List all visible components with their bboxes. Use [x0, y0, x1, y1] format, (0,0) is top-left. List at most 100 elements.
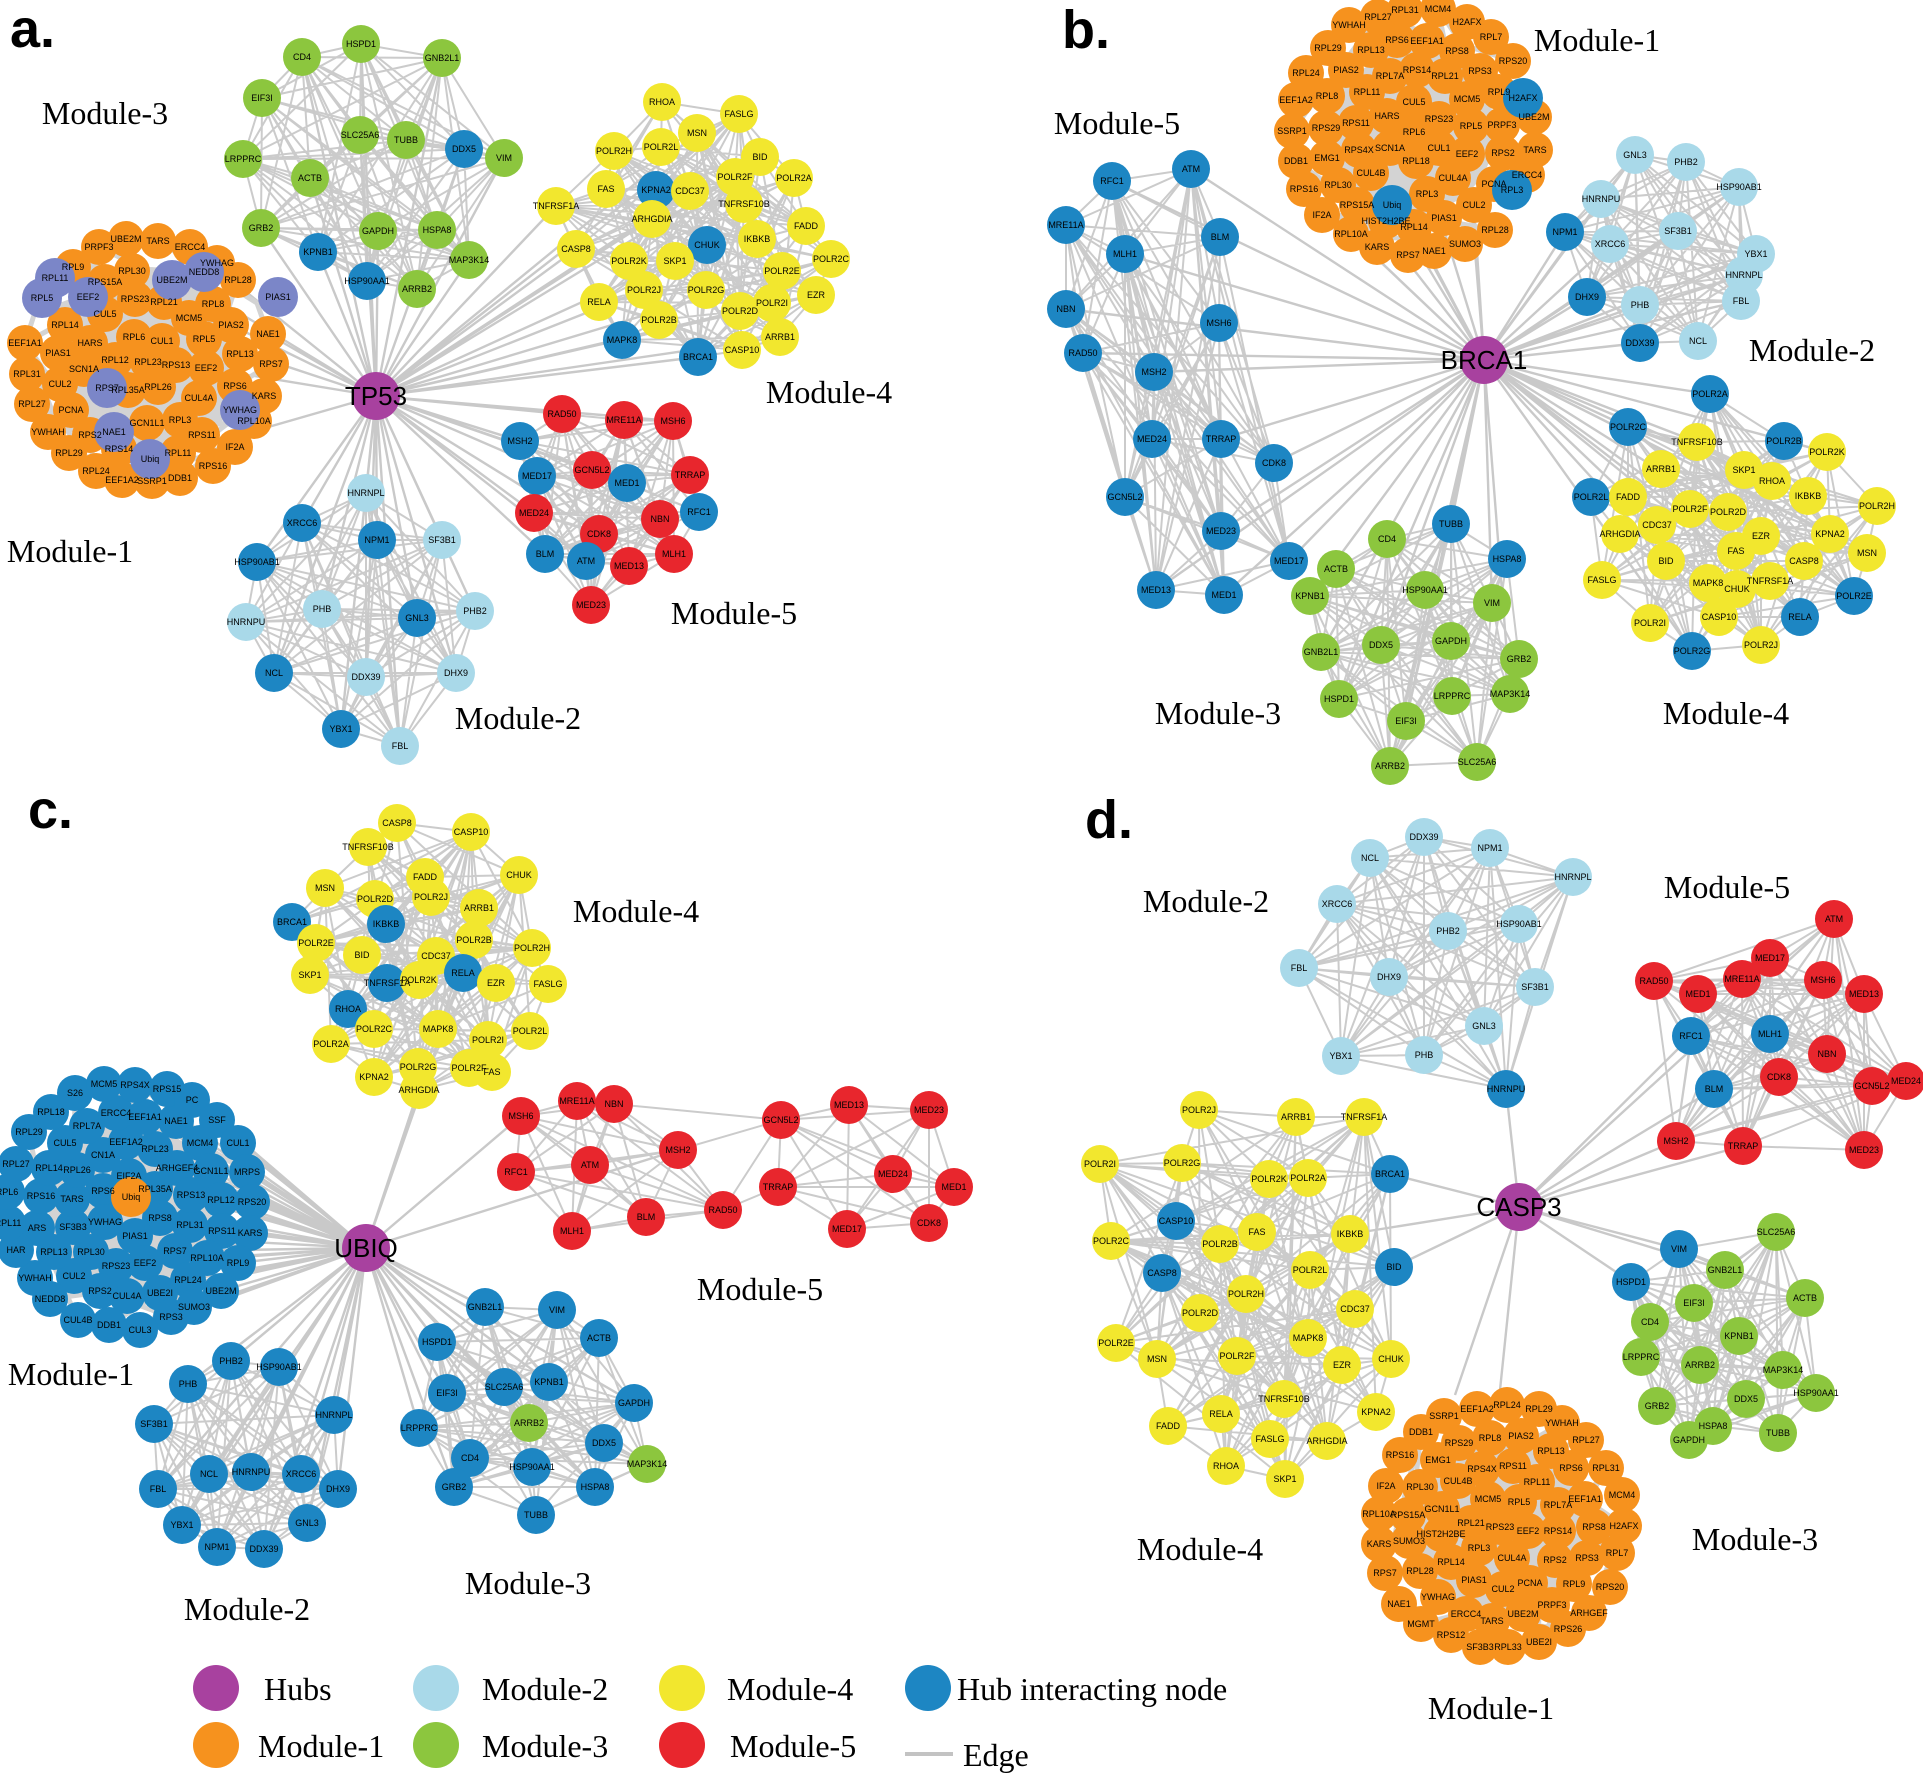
svg-text:Ubiq: Ubiq [141, 454, 160, 464]
svg-text:DHX9: DHX9 [1575, 292, 1599, 302]
svg-text:ARRB2: ARRB2 [402, 284, 432, 294]
svg-text:MED24: MED24 [519, 508, 549, 518]
svg-text:RPL26: RPL26 [63, 1165, 91, 1175]
svg-text:NAE1: NAE1 [1387, 1599, 1411, 1609]
svg-text:MSH6: MSH6 [660, 416, 685, 426]
svg-text:NEDD8: NEDD8 [35, 1294, 66, 1304]
svg-text:CDC37: CDC37 [1340, 1304, 1370, 1314]
svg-text:Hub interacting node: Hub interacting node [957, 1671, 1227, 1707]
svg-text:DDB1: DDB1 [1284, 156, 1308, 166]
svg-text:MED23: MED23 [1206, 526, 1236, 536]
svg-text:ARHGEF: ARHGEF [1570, 1608, 1608, 1618]
svg-text:HSPD1: HSPD1 [422, 1337, 452, 1347]
svg-text:KPNA2: KPNA2 [359, 1072, 389, 1082]
svg-text:BID: BID [1658, 556, 1674, 566]
svg-text:EMG1: EMG1 [1314, 153, 1340, 163]
svg-text:CUL2: CUL2 [1462, 200, 1485, 210]
svg-text:NPM1: NPM1 [364, 535, 389, 545]
svg-text:TNFRSF1A: TNFRSF1A [1341, 1112, 1388, 1122]
svg-text:POLR2D: POLR2D [722, 306, 759, 316]
svg-text:TRRAP: TRRAP [1206, 434, 1237, 444]
svg-text:RPL11: RPL11 [165, 448, 192, 458]
svg-text:RPL13: RPL13 [1537, 1446, 1565, 1456]
svg-text:POLR2G: POLR2G [1674, 646, 1711, 656]
svg-text:RPS11: RPS11 [188, 430, 216, 440]
svg-text:MED1: MED1 [1211, 590, 1236, 600]
svg-text:H2AFX: H2AFX [1609, 1521, 1638, 1531]
svg-text:GAPDH: GAPDH [1673, 1435, 1705, 1445]
svg-text:GCN5L2: GCN5L2 [763, 1115, 798, 1125]
svg-text:DDX39: DDX39 [351, 672, 380, 682]
svg-text:ATM: ATM [577, 556, 595, 566]
svg-text:RPL24: RPL24 [174, 1275, 202, 1285]
svg-text:RPL35A: RPL35A [138, 1184, 172, 1194]
svg-text:RPL5: RPL5 [193, 334, 216, 344]
svg-text:CASP8: CASP8 [1789, 556, 1819, 566]
svg-text:RAD50: RAD50 [708, 1205, 737, 1215]
svg-text:RPS3: RPS3 [159, 1312, 183, 1322]
svg-text:RPS14: RPS14 [1403, 65, 1432, 75]
svg-text:POLR2I: POLR2I [756, 298, 788, 308]
svg-text:SSRP1: SSRP1 [1277, 126, 1307, 136]
svg-text:KARS: KARS [252, 391, 277, 401]
svg-text:TARS: TARS [60, 1194, 83, 1204]
svg-text:MSH2: MSH2 [507, 436, 532, 446]
svg-text:RAD50: RAD50 [1639, 976, 1668, 986]
svg-text:RPL24: RPL24 [1493, 1400, 1521, 1410]
svg-text:CUL2: CUL2 [48, 379, 71, 389]
svg-text:MAPK8: MAPK8 [1293, 1333, 1324, 1343]
svg-text:TNFRSF1A: TNFRSF1A [1747, 576, 1794, 586]
svg-text:IKBKB: IKBKB [373, 919, 400, 929]
svg-text:CD4: CD4 [1641, 1317, 1659, 1327]
svg-text:MAPK8: MAPK8 [1693, 578, 1724, 588]
svg-text:GNL3: GNL3 [1472, 1021, 1496, 1031]
svg-text:RPS16: RPS16 [199, 461, 228, 471]
svg-text:RPL30: RPL30 [77, 1247, 105, 1257]
svg-text:GNB2L1: GNB2L1 [1708, 1265, 1743, 1275]
svg-text:CDK8: CDK8 [1767, 1072, 1791, 1082]
svg-text:GRB2: GRB2 [1645, 1401, 1670, 1411]
svg-text:RPS26: RPS26 [1554, 1624, 1583, 1634]
svg-text:TRRAP: TRRAP [675, 470, 706, 480]
svg-text:CUL5: CUL5 [1402, 97, 1425, 107]
svg-text:RPL11: RPL11 [0, 1218, 21, 1228]
svg-text:EEF1A2: EEF1A2 [105, 475, 139, 485]
svg-text:POLR2I: POLR2I [1634, 618, 1666, 628]
svg-text:CASP10: CASP10 [1159, 1216, 1194, 1226]
svg-text:RPS12: RPS12 [1437, 1630, 1466, 1640]
svg-text:RPL27: RPL27 [1572, 1435, 1600, 1445]
svg-text:Module-1: Module-1 [8, 1356, 134, 1392]
svg-text:MSH6: MSH6 [1206, 318, 1231, 328]
svg-text:RPL12: RPL12 [101, 355, 129, 365]
svg-text:POLR2D: POLR2D [357, 894, 394, 904]
svg-text:SLC25A6: SLC25A6 [1458, 757, 1497, 767]
svg-text:RPL14: RPL14 [1437, 1557, 1465, 1567]
svg-text:SSF: SSF [208, 1115, 226, 1125]
svg-text:PIAS2: PIAS2 [1508, 1431, 1534, 1441]
svg-text:HSP90AA1: HSP90AA1 [1402, 585, 1448, 595]
svg-text:RPL7: RPL7 [1480, 32, 1503, 42]
svg-text:Module-4: Module-4 [1137, 1531, 1263, 1567]
svg-text:RPL3: RPL3 [1501, 185, 1524, 195]
svg-text:TRRAP: TRRAP [1728, 1141, 1759, 1151]
svg-text:d.: d. [1085, 790, 1133, 850]
svg-text:TNFRSF10B: TNFRSF10B [1258, 1394, 1310, 1404]
svg-text:GCN1L1: GCN1L1 [129, 418, 164, 428]
svg-text:POLR2K: POLR2K [401, 975, 437, 985]
svg-text:RPS20: RPS20 [1596, 1582, 1625, 1592]
svg-text:RPL5: RPL5 [31, 293, 54, 303]
svg-text:DDX39: DDX39 [1625, 338, 1654, 348]
svg-text:GRB2: GRB2 [442, 1482, 467, 1492]
svg-text:RELA: RELA [1788, 612, 1812, 622]
svg-text:RPS8: RPS8 [1582, 1522, 1606, 1532]
svg-text:EEF1A2: EEF1A2 [1279, 95, 1313, 105]
svg-text:MED1: MED1 [614, 478, 639, 488]
svg-text:GRB2: GRB2 [249, 223, 274, 233]
svg-text:CHUK: CHUK [1724, 584, 1750, 594]
svg-text:IKBKB: IKBKB [1337, 1229, 1364, 1239]
svg-text:MCM4: MCM4 [1609, 1490, 1636, 1500]
svg-text:MGMT: MGMT [1407, 1619, 1435, 1629]
svg-text:HSP90AB1: HSP90AB1 [234, 557, 280, 567]
svg-text:Module-5: Module-5 [671, 595, 797, 631]
svg-text:NCL: NCL [265, 668, 283, 678]
